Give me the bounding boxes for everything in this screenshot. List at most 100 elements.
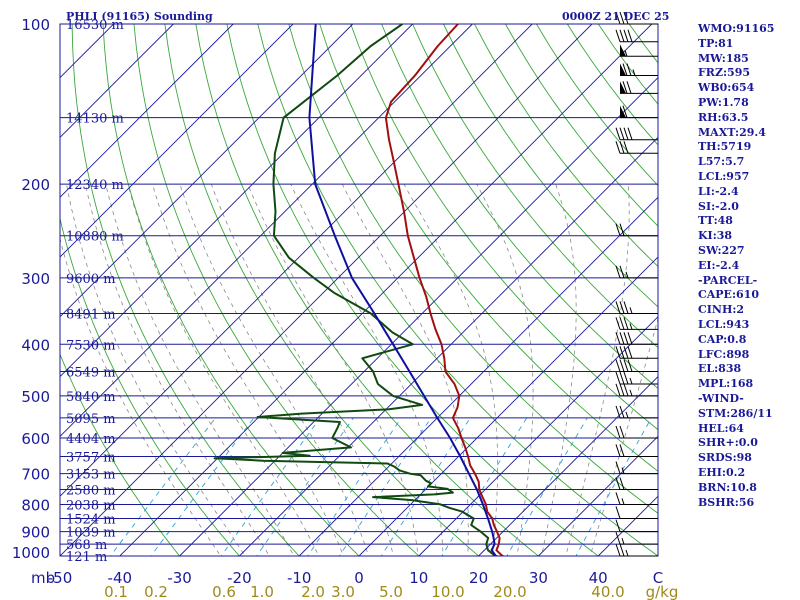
height-label: 5095 m bbox=[66, 412, 116, 427]
pressure-tick-label: 1000 bbox=[12, 544, 50, 562]
sounding-index-item: CAP:0.8 bbox=[698, 332, 747, 346]
sounding-index-item: TH:5719 bbox=[698, 140, 752, 154]
height-label: 5840 m bbox=[66, 390, 116, 405]
wind-barb bbox=[615, 519, 658, 533]
sounding-index-item: EI:-2.4 bbox=[698, 258, 740, 272]
sounding-index-item: MAXT:29.4 bbox=[698, 125, 766, 139]
pressure-tick-label: 600 bbox=[21, 430, 50, 448]
sounding-index-item: EL:838 bbox=[698, 362, 742, 376]
mixing-ratio-tick-label: g/kg bbox=[646, 583, 679, 600]
dry-adiabat-line bbox=[133, 24, 420, 556]
mixing-ratio-tick-label: 0.2 bbox=[144, 583, 168, 600]
isotherm-line bbox=[298, 196, 658, 556]
moist-adiabat-line bbox=[341, 183, 469, 556]
mixing-ratio-tick-label: 2.0 bbox=[301, 583, 325, 600]
dry-adiabat-line bbox=[257, 24, 658, 556]
temperature-tick-label: -40 bbox=[108, 569, 133, 587]
isotherm-line bbox=[179, 76, 658, 556]
height-label: 2038 m bbox=[66, 498, 116, 513]
moist-adiabat-line bbox=[247, 183, 419, 556]
sounding-index-item: -PARCEL- bbox=[698, 273, 758, 287]
temperature-tick-label: 30 bbox=[529, 569, 548, 587]
sounding-index-item: FRZ:595 bbox=[698, 66, 751, 80]
wind-barb bbox=[615, 223, 658, 237]
mixing-ratio-tick-label: 20.0 bbox=[493, 583, 526, 600]
height-label: 1524 m bbox=[66, 512, 116, 527]
isotherm-line bbox=[418, 316, 658, 556]
temperature-tick-label: 0 bbox=[354, 569, 364, 587]
sounding-index-item: MPL:168 bbox=[698, 377, 754, 391]
mixing-ratio-line bbox=[256, 417, 354, 556]
sounding-index-item: LFC:898 bbox=[698, 347, 750, 361]
sounding-index-item: HEL:64 bbox=[698, 421, 744, 435]
sounding-index-item: SRDS:98 bbox=[698, 451, 752, 465]
wind-barb bbox=[615, 29, 658, 43]
wind-barb bbox=[615, 506, 658, 519]
mixing-ratio-tick-label: 5.0 bbox=[379, 583, 403, 600]
wind-barb bbox=[615, 444, 658, 457]
sounding-index-item: LI:-2.4 bbox=[698, 184, 739, 198]
mixing-ratio-line bbox=[506, 417, 588, 556]
temperature-tick-label: C bbox=[653, 569, 663, 587]
height-label: 1039 m bbox=[66, 526, 116, 541]
wind-barb bbox=[615, 359, 658, 373]
dry-adiabat-line bbox=[412, 24, 658, 349]
height-label: 568 m bbox=[66, 538, 107, 553]
moist-adiabat-line bbox=[476, 183, 534, 556]
pressure-tick-label: 700 bbox=[21, 466, 50, 484]
wind-barb bbox=[620, 81, 658, 94]
isotherm-line bbox=[119, 24, 653, 556]
dry-adiabat-line bbox=[60, 353, 181, 556]
sounding-index-item: KI:38 bbox=[698, 229, 733, 243]
isotherm-line bbox=[60, 24, 533, 497]
isotherm-line bbox=[478, 375, 658, 556]
wind-barb bbox=[615, 383, 658, 397]
height-label: 7530 m bbox=[66, 338, 116, 353]
chart-title: PHLI (91165) Sounding bbox=[66, 10, 213, 23]
axis-labels: 16530 m 14130 m 12340 m 10880 m 9600 m 8491 m… bbox=[12, 16, 679, 600]
sounding-profiles bbox=[213, 24, 507, 556]
moist-adiabat-line bbox=[541, 183, 577, 556]
mixing-ratio-line bbox=[307, 417, 402, 556]
sounding-index-item: SW:227 bbox=[698, 243, 745, 257]
wind-barb bbox=[615, 127, 658, 141]
wind-barb bbox=[615, 332, 658, 345]
wind-barb bbox=[615, 477, 658, 491]
dry-adiabat-line bbox=[164, 24, 480, 556]
wind-barb bbox=[615, 346, 658, 359]
moist-adiabat-line bbox=[589, 316, 658, 556]
wind-barb bbox=[615, 461, 658, 475]
height-label: 3757 m bbox=[66, 450, 116, 465]
dry-adiabat-line bbox=[350, 24, 658, 431]
sounding-index-item: PW:1.78 bbox=[698, 95, 749, 109]
dry-adiabat-line bbox=[60, 216, 240, 556]
pressure-unit-label: mb bbox=[31, 569, 55, 587]
wind-barb bbox=[615, 531, 658, 545]
moist-adiabat-line bbox=[403, 183, 499, 556]
isotherm-line bbox=[60, 24, 354, 318]
dry-adiabat-line bbox=[288, 24, 658, 514]
parcel-profile-line bbox=[308, 24, 501, 556]
wind-barb bbox=[615, 492, 658, 505]
height-label: 3153 m bbox=[66, 468, 116, 483]
sounding-index-item: LCL:943 bbox=[698, 317, 750, 331]
wind-barbs bbox=[615, 11, 658, 557]
pressure-tick-label: 300 bbox=[21, 270, 50, 288]
height-label: 2580 m bbox=[66, 484, 116, 499]
isotherm-line bbox=[60, 24, 593, 556]
wind-barb bbox=[615, 265, 658, 279]
height-label: 14130 m bbox=[66, 112, 124, 127]
isotherm-line bbox=[538, 435, 658, 556]
isotherm-line bbox=[60, 24, 473, 438]
height-label: 4404 m bbox=[66, 432, 116, 447]
sounding-index-item: WB0:654 bbox=[698, 81, 755, 95]
wind-barb bbox=[615, 317, 658, 330]
sounding-index-item: STM:286/11 bbox=[698, 406, 773, 420]
dry-adiabat-line bbox=[319, 24, 658, 472]
height-label: 16530 m bbox=[66, 18, 124, 33]
moist-adiabat-line bbox=[152, 183, 344, 556]
mixing-ratio-tick-label: 0.6 bbox=[212, 583, 236, 600]
sounding-index-item: SHR+:0.0 bbox=[698, 436, 758, 450]
sounding-index-item: BRN:10.8 bbox=[698, 480, 757, 494]
isotherm-line bbox=[60, 24, 234, 198]
